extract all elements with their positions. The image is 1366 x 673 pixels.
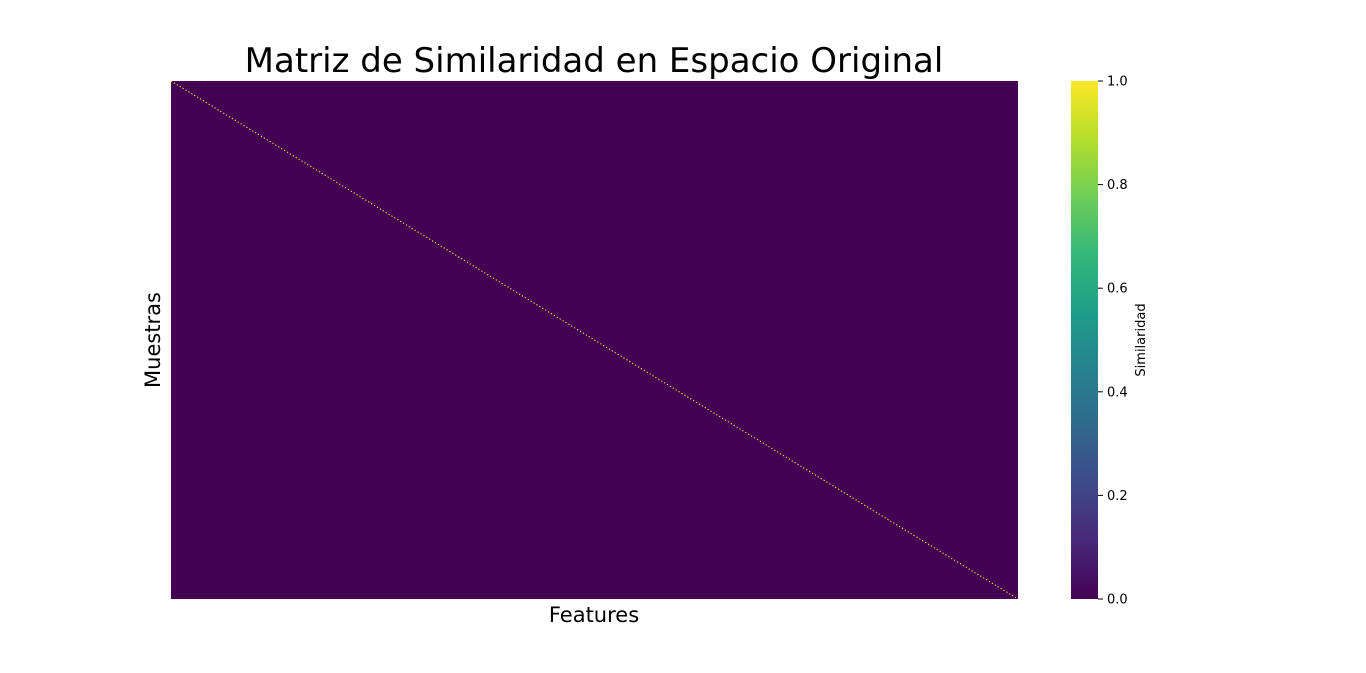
y-axis-label: Muestras	[141, 292, 165, 388]
colorbar-tick-label: 0.0	[1107, 593, 1128, 608]
colorbar-tick-label: 1.0	[1107, 75, 1128, 90]
colorbar-gradient	[1071, 81, 1098, 599]
colorbar-tick-label: 0.8	[1107, 178, 1128, 193]
x-axis-label: Features	[549, 603, 639, 627]
colorbar-label: Similaridad	[1134, 303, 1149, 376]
colorbar-tick-label: 0.2	[1107, 489, 1128, 504]
colorbar-tick-label: 0.6	[1107, 282, 1128, 297]
colorbar: 0.0 0.2 0.4 0.6 0.8 1.0 Similaridad	[1071, 75, 1149, 608]
chart-title: Matriz de Similaridad en Espacio Origina…	[245, 41, 944, 81]
colorbar-ticks: 0.0 0.2 0.4 0.6 0.8 1.0	[1098, 75, 1128, 608]
colorbar-tick-label: 0.4	[1107, 385, 1128, 400]
heatmap-diagonal	[170, 80, 1019, 600]
